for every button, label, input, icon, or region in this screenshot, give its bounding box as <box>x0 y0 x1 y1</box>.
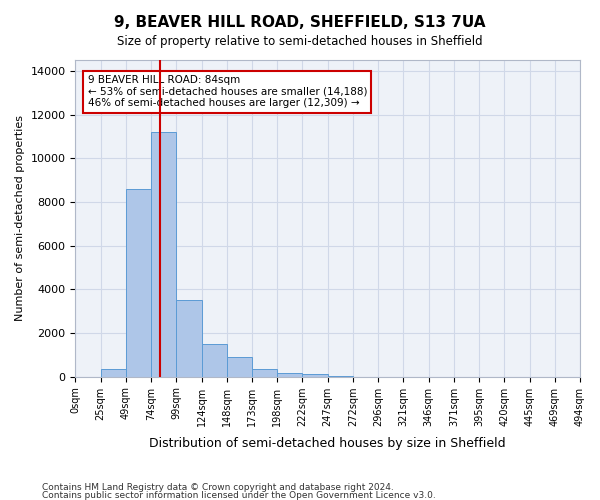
Bar <box>302 374 328 376</box>
Bar <box>227 357 252 376</box>
Text: Contains public sector information licensed under the Open Government Licence v3: Contains public sector information licen… <box>42 491 436 500</box>
Bar <box>202 344 227 376</box>
Text: Contains HM Land Registry data © Crown copyright and database right 2024.: Contains HM Land Registry data © Crown c… <box>42 484 394 492</box>
Bar <box>151 132 176 376</box>
Text: 9 BEAVER HILL ROAD: 84sqm
← 53% of semi-detached houses are smaller (14,188)
46%: 9 BEAVER HILL ROAD: 84sqm ← 53% of semi-… <box>88 76 367 108</box>
Bar <box>176 300 202 376</box>
X-axis label: Distribution of semi-detached houses by size in Sheffield: Distribution of semi-detached houses by … <box>149 437 506 450</box>
Bar <box>126 189 151 376</box>
Bar <box>101 369 126 376</box>
Y-axis label: Number of semi-detached properties: Number of semi-detached properties <box>15 116 25 322</box>
Text: 9, BEAVER HILL ROAD, SHEFFIELD, S13 7UA: 9, BEAVER HILL ROAD, SHEFFIELD, S13 7UA <box>114 15 486 30</box>
Text: Size of property relative to semi-detached houses in Sheffield: Size of property relative to semi-detach… <box>117 35 483 48</box>
Bar <box>277 373 302 376</box>
Bar <box>252 369 277 376</box>
